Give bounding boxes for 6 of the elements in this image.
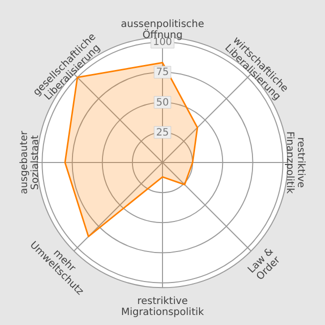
y-tick-label: 25 [156, 127, 169, 138]
y-tick-label: 50 [156, 97, 169, 108]
spoke-label: ausgebauter Sozialstaat [18, 130, 41, 194]
spoke-label: restriktive Migrationspolitik [121, 296, 204, 318]
y-tick-label: 75 [156, 67, 169, 78]
spoke-label: restriktive Finanzpolitik [284, 131, 306, 194]
